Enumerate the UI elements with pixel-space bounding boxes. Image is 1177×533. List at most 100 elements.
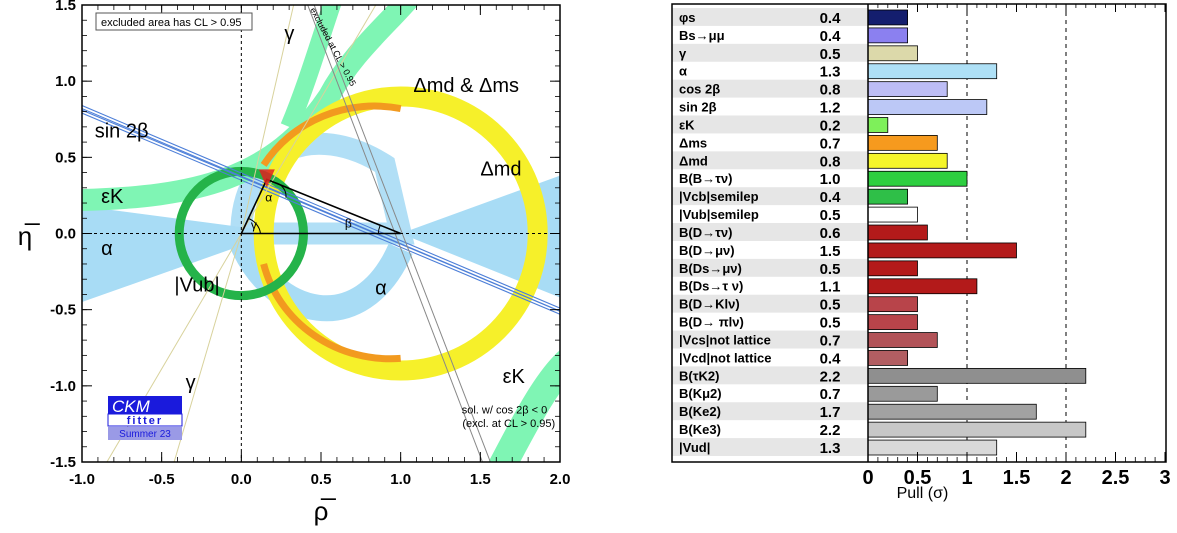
gamma-line xyxy=(240,5,377,234)
sin2b-line xyxy=(82,109,560,312)
row-value: 0.7 xyxy=(820,386,841,403)
gamma-line xyxy=(240,5,295,234)
row-stripe xyxy=(672,43,868,62)
y-tick-label: 1.5 xyxy=(55,0,76,14)
pull-bar xyxy=(867,170,968,187)
pull-bar xyxy=(867,81,948,98)
pull-tick-label: 1 xyxy=(961,467,972,489)
tri-alpha-arc xyxy=(274,181,287,198)
row-value: 0.7 xyxy=(820,135,841,152)
row-value: 0.5 xyxy=(820,297,841,314)
row-label: B(D→Klν) xyxy=(679,297,740,312)
pull-bar xyxy=(867,242,1017,259)
row-label: |Vcs|not lattice xyxy=(679,332,771,347)
row-label: B(D→ πlν) xyxy=(679,315,744,330)
row-label: Bs→μμ xyxy=(679,28,725,43)
row-value: 0.4 xyxy=(820,10,842,27)
row-value: 0.5 xyxy=(820,261,841,278)
row-label: B(B→τν) xyxy=(679,171,732,186)
row-stripe xyxy=(672,402,868,421)
label-dmd: Δmd xyxy=(480,159,521,181)
row-value: 0.7 xyxy=(820,332,841,349)
x-tick-label: -0.5 xyxy=(149,471,175,488)
row-value: 1.0 xyxy=(820,171,841,188)
row-label: γ xyxy=(679,46,687,61)
row-value: 0.2 xyxy=(820,117,841,134)
row-label: Δms xyxy=(679,135,707,150)
y-tick-label: 1.0 xyxy=(55,73,76,90)
alpha-band-left xyxy=(82,206,267,303)
row-value: 2.2 xyxy=(820,422,841,439)
row-value: 1.7 xyxy=(820,404,841,421)
pull-tick-label: 2 xyxy=(1060,467,1071,489)
label-tri-gamma: γ xyxy=(251,218,257,232)
row-value: 0.6 xyxy=(820,225,841,242)
row-stripe xyxy=(672,330,868,349)
note-box xyxy=(95,12,253,31)
row-label: cos 2β xyxy=(679,82,720,97)
pull-bar xyxy=(867,63,998,80)
logo-box xyxy=(108,396,182,414)
pull-bar xyxy=(867,99,988,115)
x-axis-label: ρ̅ xyxy=(314,496,337,526)
pull-bar xyxy=(867,350,908,366)
row-value: 0.4 xyxy=(820,350,842,367)
row-value: 0.8 xyxy=(820,153,841,170)
pull-chart xyxy=(672,4,1087,462)
x-tick-label: 0.0 xyxy=(231,471,252,488)
pull-bar xyxy=(867,421,1087,438)
pull-tick-label: 3 xyxy=(1159,467,1170,489)
row-value: 0.8 xyxy=(820,82,841,99)
label-vub: |Vub| xyxy=(174,274,219,296)
row-value: 2.2 xyxy=(820,368,841,385)
note-top-box: excluded area has CL > 0.95 xyxy=(101,17,242,29)
label-gamma-top: γ xyxy=(284,23,294,45)
row-label: B(Ds→μν) xyxy=(679,261,742,276)
logo-season: Summer 23 xyxy=(119,429,171,440)
dms-arc-upper xyxy=(260,102,402,167)
row-value: 0.5 xyxy=(820,207,841,224)
pull-tick-label: 0.5 xyxy=(904,467,932,489)
row-label: B(Ke3) xyxy=(679,422,721,437)
pull-axis-label: Pull (σ) xyxy=(897,485,949,502)
y-axis-label: η̅ xyxy=(18,221,40,251)
right-frame xyxy=(671,3,1167,463)
sin2b-line xyxy=(82,112,560,315)
tri-beta-arc xyxy=(377,225,381,234)
row-value: 1.3 xyxy=(820,64,841,81)
pull-bar xyxy=(867,27,908,44)
pull-bar xyxy=(867,206,918,223)
plot-area xyxy=(82,5,560,462)
row-label: B(τK2) xyxy=(679,368,719,383)
pull-bar xyxy=(867,188,908,205)
row-value: 0.4 xyxy=(820,28,842,45)
pull-bar xyxy=(867,9,908,26)
x-tick-label: 1.0 xyxy=(390,471,411,488)
row-label: Δmd xyxy=(679,153,708,168)
pull-bar xyxy=(867,367,1087,384)
row-stripe xyxy=(672,8,868,26)
pull-bar xyxy=(867,314,918,330)
row-label: |Vub|semilep xyxy=(679,207,759,222)
pull-bar xyxy=(867,385,938,402)
row-label: |Vud| xyxy=(679,440,710,455)
epsk-band-lower-right xyxy=(488,349,560,462)
y-tick-label: -0.5 xyxy=(50,302,76,319)
logo-name: CKM xyxy=(112,397,151,416)
note-solution-1: sol. w/ cos 2β < 0 xyxy=(462,404,548,416)
label-alpha-left: α xyxy=(101,238,113,260)
x-tick-label: 2.0 xyxy=(550,471,571,488)
pull-bar xyxy=(867,278,978,295)
pull-bar xyxy=(867,332,938,348)
pull-bar xyxy=(867,224,928,241)
row-label: sin 2β xyxy=(679,100,717,115)
alpha-arc-lower xyxy=(229,235,413,322)
y-tick-label: -1.0 xyxy=(50,378,76,395)
row-value: 0.5 xyxy=(820,46,841,63)
pull-bar xyxy=(867,152,948,169)
note-solution-2: (excl. at CL > 0.95) xyxy=(462,418,555,430)
row-stripe xyxy=(672,151,868,170)
row-stripe xyxy=(672,294,868,313)
label-tri-beta: β xyxy=(345,216,352,230)
gamma-line xyxy=(173,233,242,462)
